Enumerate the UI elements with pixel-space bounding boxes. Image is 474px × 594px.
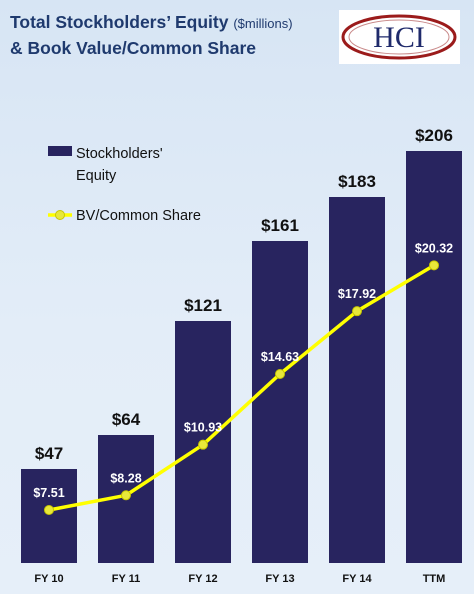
bv-label: $17.92 bbox=[338, 287, 376, 301]
legend-line-label: BV/Common Share bbox=[76, 208, 201, 224]
logo-ring bbox=[341, 14, 457, 60]
title-line-2: & Book Value/Common Share bbox=[10, 38, 257, 58]
bv-label: $20.32 bbox=[415, 241, 453, 255]
legend-bar-label-line1: Stockholders' bbox=[76, 146, 163, 162]
equity-bar-label: $47 bbox=[35, 444, 63, 463]
equity-bar-label: $161 bbox=[261, 216, 299, 235]
logo-text: HCI bbox=[373, 21, 425, 54]
x-tick-label: TTM bbox=[423, 573, 446, 585]
equity-bar bbox=[21, 469, 77, 563]
x-tick-label: FY 13 bbox=[265, 573, 294, 585]
x-tick-label: FY 14 bbox=[342, 573, 372, 585]
hci-logo-graphic: HCI bbox=[341, 14, 457, 60]
bv-marker bbox=[275, 369, 285, 380]
bv-marker bbox=[121, 490, 131, 501]
bv-marker bbox=[44, 505, 54, 515]
x-tick-label: FY 11 bbox=[112, 573, 141, 585]
bv-label: $10.93 bbox=[184, 421, 222, 435]
legend-line-marker bbox=[55, 210, 65, 220]
hci-logo: HCI bbox=[339, 10, 460, 64]
x-tick-label: FY 10 bbox=[34, 573, 63, 585]
chart-title: Total Stockholders’ Equity ($millions) &… bbox=[10, 10, 330, 61]
title-line-1: Total Stockholders’ Equity bbox=[10, 12, 229, 32]
equity-bar-label: $121 bbox=[184, 296, 222, 315]
logo-inner-ring bbox=[348, 19, 450, 55]
equity-bar-label: $183 bbox=[338, 172, 376, 191]
equity-bar-label: $206 bbox=[415, 126, 453, 145]
equity-bar bbox=[329, 197, 385, 563]
bv-label: $14.63 bbox=[261, 350, 299, 364]
bv-marker bbox=[429, 260, 439, 271]
bv-label: $8.28 bbox=[110, 471, 141, 485]
bv-label: $7.51 bbox=[33, 486, 64, 500]
equity-bar bbox=[252, 241, 308, 563]
legend-bar-label-line2: Equity bbox=[76, 168, 117, 184]
title-unit: ($millions) bbox=[233, 16, 293, 31]
equity-bar-label: $64 bbox=[112, 410, 141, 429]
x-tick-label: FY 12 bbox=[188, 573, 217, 585]
bv-marker bbox=[198, 439, 208, 450]
bv-marker bbox=[352, 306, 362, 317]
bv-line bbox=[47, 263, 436, 512]
equity-bar bbox=[406, 151, 462, 563]
legend-bar-swatch bbox=[48, 146, 72, 156]
